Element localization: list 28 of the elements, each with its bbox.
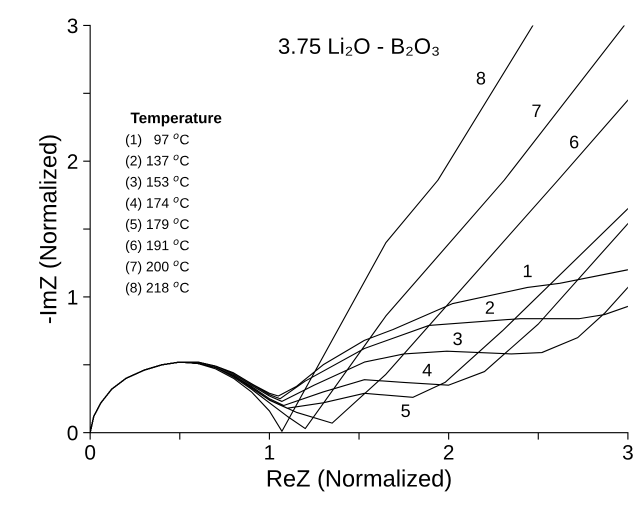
annotation: (8) 218 $^{o}$C (126, 282, 189, 296)
x-axis-title: ReZ (Normalized) (268, 469, 451, 492)
series-label: 5 (401, 404, 410, 418)
chart-title: 3.75 Li₂O - B₂O₃ (278, 38, 439, 56)
x-tick-label: 1 (265, 445, 274, 460)
series-label: 6 (570, 136, 578, 148)
x-tick-label: 0 (85, 445, 96, 460)
y-tick-label: 1 (68, 290, 78, 304)
y-axis-title: -ImZ (Normalized) (39, 135, 62, 324)
annotation: (4) 174 $^{o}$C (126, 197, 189, 211)
x-tick-label: 2 (444, 445, 454, 460)
y-tick-label: 0 (68, 426, 78, 440)
series-label: 7 (532, 104, 541, 117)
annotation: (6) 191 $^{o}$C (126, 239, 189, 254)
annotation: (3) 153 $^{o}$C (126, 176, 189, 190)
annotation: Temperature (130, 112, 222, 126)
y-tick-label: 3 (68, 18, 78, 34)
annotation: (5) 179 $^{o}$C (126, 218, 189, 232)
annotation: (2) 137 $^{o}$C (126, 154, 189, 168)
x-tick-label: 3 (622, 445, 633, 460)
series-label: 8 (476, 72, 486, 85)
series-label: 1 (524, 264, 532, 278)
y-tick-label: 2 (68, 154, 78, 169)
series-label: 4 (422, 364, 432, 376)
series-label: 2 (486, 301, 494, 314)
annotation: (1) 97 $^{o}$C (126, 134, 189, 148)
annotation: (7) 200 $^{o}$C (126, 260, 189, 274)
series-label: 3 (453, 332, 462, 346)
